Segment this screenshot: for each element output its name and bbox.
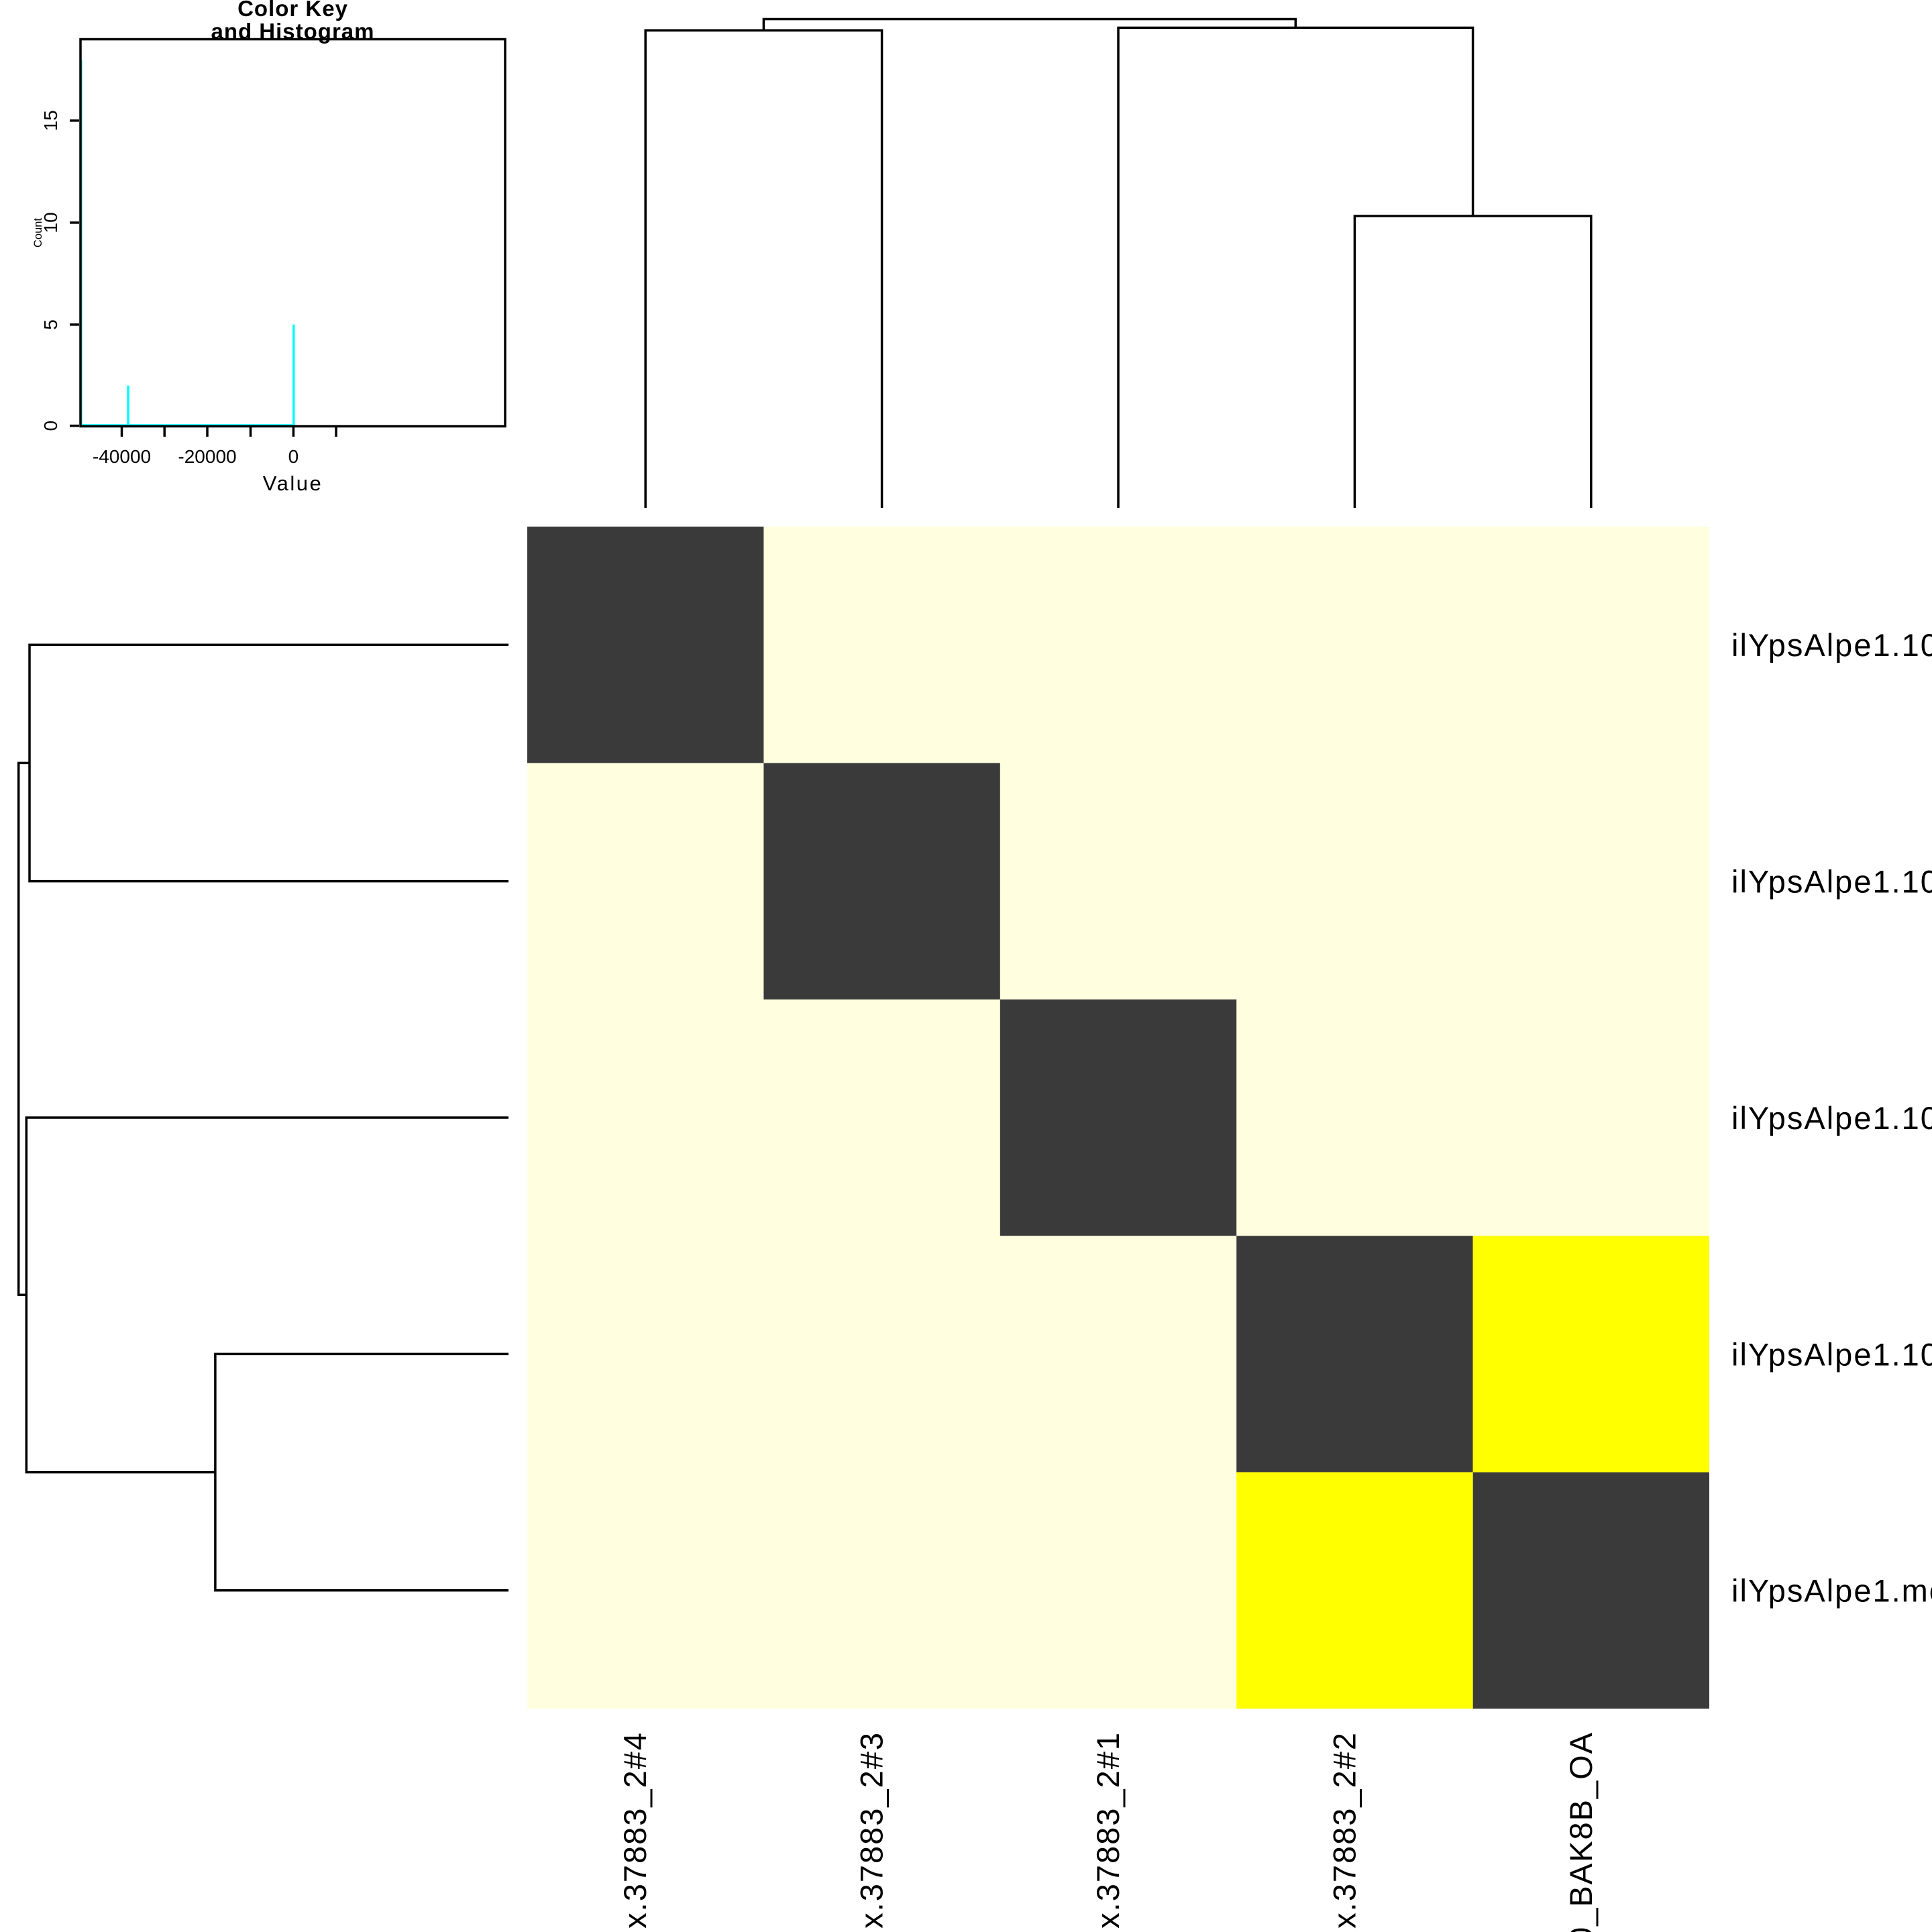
svg-text:ilYpsAlpe1.10: ilYpsAlpe1.10 bbox=[1731, 1336, 1932, 1372]
svg-text:ilYpsAlpe1.mo: ilYpsAlpe1.mo bbox=[1731, 1573, 1932, 1609]
svg-text:x.37883_2#1: x.37883_2#1 bbox=[1090, 1731, 1126, 1929]
svg-text:ilYpsAlpe1.10: ilYpsAlpe1.10 bbox=[1731, 1100, 1932, 1136]
svg-text:ilYpsAlpe1.10: ilYpsAlpe1.10 bbox=[1731, 864, 1932, 900]
svg-text:15: 15 bbox=[40, 110, 61, 131]
svg-text:5: 5 bbox=[40, 319, 61, 330]
svg-text:Color Key: Color Key bbox=[237, 0, 348, 21]
svg-text:Value: Value bbox=[263, 472, 323, 495]
svg-text:x.37883_2#3: x.37883_2#3 bbox=[854, 1731, 890, 1929]
svg-text:x.37883_2#4: x.37883_2#4 bbox=[617, 1731, 653, 1929]
svg-text:0: 0 bbox=[288, 446, 299, 467]
svg-text:-40000: -40000 bbox=[93, 446, 151, 467]
svg-text:0: 0 bbox=[40, 421, 61, 431]
svg-text:10: 10 bbox=[40, 212, 61, 233]
svg-text:x.37883_2#2: x.37883_2#2 bbox=[1326, 1731, 1362, 1929]
svg-text:ilYpsAlpe1.10: ilYpsAlpe1.10 bbox=[1731, 627, 1932, 663]
svg-text:20_BAK8B_OA: 20_BAK8B_OA bbox=[1563, 1731, 1599, 1932]
svg-text:Count: Count bbox=[32, 218, 44, 248]
svg-text:-20000: -20000 bbox=[178, 446, 236, 467]
